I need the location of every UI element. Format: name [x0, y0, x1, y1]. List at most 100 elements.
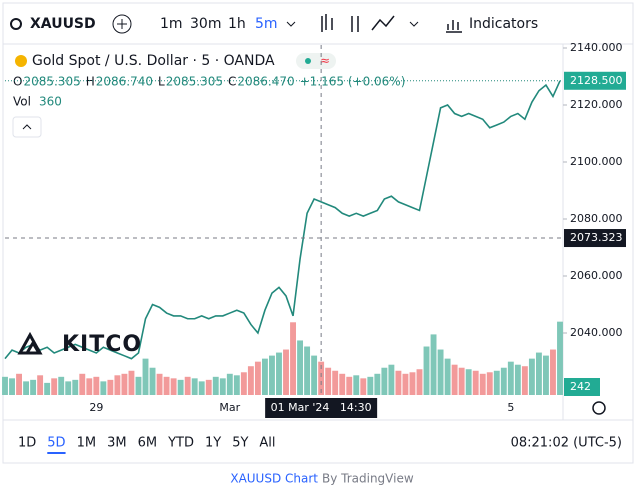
- price-line: [4, 80, 561, 360]
- volume-bar: [37, 375, 44, 395]
- volume-bar: [261, 358, 268, 395]
- volume-bar: [283, 349, 289, 395]
- range-button[interactable]: 1M: [77, 436, 97, 451]
- watermark: KITCO: [62, 332, 142, 357]
- volume-bar: [479, 373, 486, 395]
- volume-bar: [416, 369, 423, 395]
- volume-bar: [374, 373, 381, 395]
- volume-bar: [444, 358, 451, 395]
- range-button[interactable]: All: [259, 436, 275, 451]
- interval[interactable]: 1m: [160, 16, 183, 32]
- volume-bar: [325, 367, 332, 395]
- volume-bar: [332, 370, 339, 395]
- change: +1.165 (+0.06%): [300, 75, 406, 89]
- symbol[interactable]: XAUUSD: [30, 16, 96, 32]
- dropdown-icon[interactable]: [409, 21, 419, 27]
- interval[interactable]: 1h: [228, 16, 246, 32]
- status-badge: [296, 53, 336, 69]
- volume-tag-label: 242: [570, 380, 591, 393]
- chart-type-icons[interactable]: [321, 14, 395, 32]
- x-tick-label: 29: [89, 401, 103, 414]
- settings-icon[interactable]: [592, 401, 606, 415]
- volume-bar: [311, 355, 318, 395]
- volume-bar: [9, 378, 15, 395]
- indicators[interactable]: Indicators: [469, 16, 538, 32]
- dropdown-icon[interactable]: [286, 21, 296, 27]
- volume-bar: [205, 379, 212, 395]
- volume-bar: [219, 378, 226, 395]
- volume-bar: [297, 340, 304, 395]
- crosshair-tag: [564, 229, 626, 248]
- vol-value: 360: [39, 95, 62, 109]
- volume-bar: [212, 376, 219, 395]
- volume-bar: [528, 358, 535, 395]
- ohlc-value: 2086.470: [237, 75, 294, 89]
- ohlc: O 2085.305 H 2086.740 L 2085.305 C 2086.470 +1.1…: [13, 75, 405, 89]
- volume-bar: [353, 375, 360, 395]
- volume-bar: [521, 366, 528, 395]
- volume-bar: [30, 379, 37, 395]
- volume-bar: [550, 349, 556, 395]
- range-button[interactable]: 6M: [138, 436, 158, 451]
- volume-bar: [2, 376, 8, 395]
- volume-bar: [191, 378, 198, 395]
- range-button[interactable]: 5Y: [232, 436, 248, 451]
- volume-bar: [304, 346, 311, 395]
- volume-bar: [465, 369, 472, 395]
- range-button[interactable]: 3M: [107, 436, 127, 451]
- volume-bar: [318, 361, 325, 395]
- indicators-icon[interactable]: [446, 20, 462, 33]
- volume-bar: [557, 321, 563, 395]
- interval-active[interactable]: 5m: [255, 16, 278, 32]
- collapse-button[interactable]: [12, 116, 42, 138]
- y-tick-label: 2040.000: [570, 326, 623, 339]
- range-button[interactable]: 1Y: [205, 436, 221, 451]
- volume-bar: [23, 381, 30, 395]
- volume-bar: [86, 378, 93, 395]
- volume-bar: [269, 355, 275, 395]
- volume-bar: [339, 373, 346, 395]
- volume-bar: [163, 376, 170, 395]
- volume-bar: [128, 370, 135, 395]
- watermark-logo: [17, 331, 43, 355]
- add-icon[interactable]: [112, 14, 132, 34]
- status-dot: [305, 58, 311, 64]
- volume-bar: [100, 381, 107, 395]
- volume-bar: [451, 364, 458, 395]
- interval[interactable]: 30m: [190, 16, 221, 32]
- footer-link[interactable]: XAUUSD Chart: [230, 472, 318, 486]
- volume-bar: [65, 381, 72, 395]
- search-icon[interactable]: [10, 18, 22, 30]
- volume-bar: [198, 381, 205, 395]
- range-button[interactable]: YTD: [167, 436, 194, 451]
- volume-bar: [395, 370, 402, 395]
- ranges: 1D 5D 1M 3M 6M YTD 1Y 5Y All: [18, 436, 276, 454]
- volume-bar: [184, 376, 191, 395]
- volume-bar: [472, 370, 479, 395]
- volume-bar: [79, 373, 86, 395]
- range-button[interactable]: 5D: [47, 436, 65, 451]
- plot: 2140.000 2120.000 2100.000 2080.000 2060.000…: [2, 41, 626, 418]
- volume-bar: [430, 334, 437, 395]
- range-button[interactable]: 1D: [18, 436, 36, 451]
- volume-bar: [58, 376, 65, 395]
- x-tick-label: 5: [507, 401, 514, 414]
- price-tag-label: 2128.500: [570, 74, 623, 87]
- volume-bar: [247, 366, 254, 395]
- x-tick-label: Mar: [219, 401, 240, 414]
- volume-bar: [367, 376, 374, 395]
- clock: 08:21:02 (UTC-5): [511, 436, 622, 451]
- vol-label: Vol: [13, 95, 31, 109]
- volume-bar: [486, 372, 493, 395]
- volume-bar: [360, 378, 367, 395]
- ohlc-key: O: [13, 75, 22, 89]
- legend-title: Gold Spot / U.S. Dollar · 5 · OANDA: [32, 53, 275, 69]
- volume-bar: [514, 364, 521, 395]
- volume-bar: [423, 346, 430, 395]
- volume-bar: [437, 349, 444, 395]
- volume-bar: [381, 367, 388, 395]
- volume-bar: [254, 361, 261, 395]
- volume-bar: [240, 372, 247, 395]
- volume-bar: [135, 376, 142, 395]
